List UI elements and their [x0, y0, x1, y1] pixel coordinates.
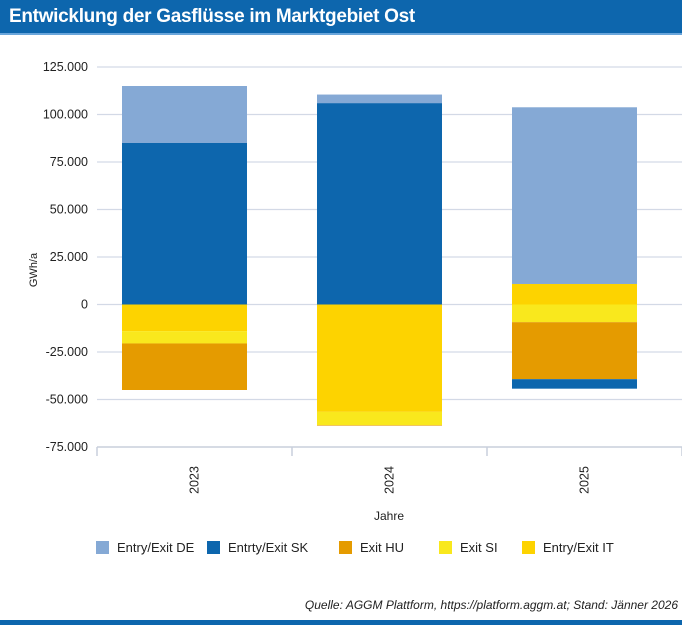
chart-title: Entwicklung der Gasflüsse im Marktgebiet…: [9, 6, 415, 27]
y-axis-label: GWh/a: [28, 252, 40, 287]
bar-segment-entrty-exit-sk-2023: [122, 143, 247, 305]
legend-swatch: [207, 541, 220, 554]
y-tick-label: 0: [81, 298, 88, 312]
bar-segment-entry-exit-it-2023: [122, 304, 247, 332]
legend-label: Entry/Exit IT: [543, 540, 614, 555]
legend-label: Entrty/Exit SK: [228, 540, 309, 555]
bottom-bar: [0, 620, 682, 625]
x-axis-label: Jahre: [374, 509, 404, 523]
bar-segment-entrty-exit-sk-2024: [317, 103, 442, 305]
bar-segment-entry-exit-de-2024: [317, 94, 442, 104]
legend-label: Exit SI: [460, 540, 498, 555]
legend-item: Entrty/Exit SK: [207, 540, 339, 555]
bar-segment-exit-si-2024: [317, 411, 442, 426]
legend-item: Entry/Exit DE: [96, 540, 207, 555]
legend-swatch: [439, 541, 452, 554]
bar-segment-entry-exit-de-2025: [512, 107, 637, 284]
bar-segment-entry-exit-de-2023: [122, 86, 247, 143]
legend-item: Exit HU: [339, 540, 439, 555]
y-tick-label: 75.000: [50, 155, 88, 169]
legend-label: Entry/Exit DE: [117, 540, 195, 555]
legend-item: Exit SI: [439, 540, 522, 555]
y-tick-label: -75.000: [46, 440, 88, 454]
bar-segment-exit-si-2023: [122, 331, 247, 344]
title-bar: Entwicklung der Gasflüsse im Marktgebiet…: [0, 0, 682, 35]
bar-segment-exit-hu-2025: [512, 322, 637, 380]
legend-label: Exit HU: [360, 540, 405, 555]
y-tick-label: -25.000: [46, 345, 88, 359]
x-tick-label: 2024: [383, 466, 397, 494]
legend-swatch: [339, 541, 352, 554]
bar-segment-entrty-exit-sk-2025: [512, 379, 637, 389]
legend: Entry/Exit DE Entrty/Exit SK Exit HU Exit S…: [96, 540, 642, 555]
bar-segment-exit-si-2025: [512, 304, 637, 323]
bar-segment-exit-hu-2024: [317, 425, 442, 426]
legend-swatch: [96, 541, 109, 554]
bar-segment-entry-exit-it-2025: [512, 283, 637, 305]
bar-segment-exit-hu-2023: [122, 343, 247, 390]
y-tick-label: 100.000: [43, 108, 88, 122]
bar-segment-entry-exit-it-2024: [317, 304, 442, 412]
legend-swatch: [522, 541, 535, 554]
x-tick-label: 2025: [578, 466, 592, 494]
y-tick-label: 125.000: [43, 60, 88, 74]
source-note: Quelle: AGGM Plattform, https://platform…: [304, 598, 678, 612]
x-tick-label: 2023: [188, 466, 202, 494]
legend-item: Entry/Exit IT: [522, 540, 642, 555]
y-tick-label: 50.000: [50, 203, 88, 217]
y-tick-label: 25.000: [50, 250, 88, 264]
y-tick-label: -50.000: [46, 393, 88, 407]
